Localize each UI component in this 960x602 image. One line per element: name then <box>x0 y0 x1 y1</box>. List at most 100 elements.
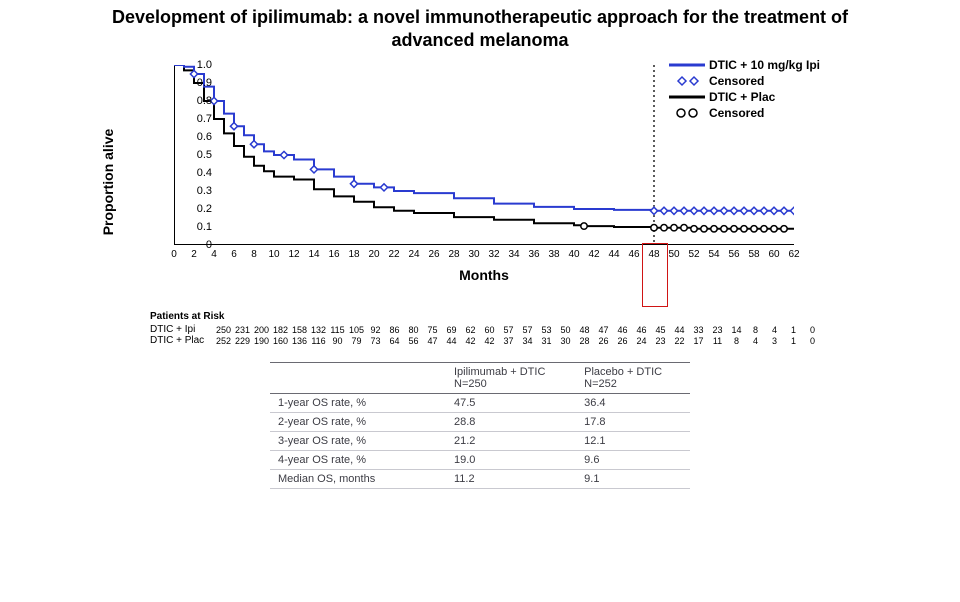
risk-count: 92 <box>366 325 385 335</box>
x-axis-label: Months <box>174 267 794 283</box>
risk-count: 229 <box>233 336 252 346</box>
x-tick-label: 4 <box>211 249 217 260</box>
x-tick-label: 32 <box>488 249 499 260</box>
risk-count: 14 <box>727 325 746 335</box>
col-ipi-label: Ipilimumab + DTIC <box>454 366 545 378</box>
risk-count: 3 <box>765 336 784 346</box>
risk-count: 73 <box>366 336 385 346</box>
table-row: Median OS, months11.29.1 <box>270 470 690 489</box>
table-col-ipi: Ipilimumab + DTIC N=250 <box>446 363 576 394</box>
cell-ipi: 11.2 <box>446 470 576 489</box>
y-tick-label: 0.9 <box>197 77 212 89</box>
risk-count: 115 <box>328 325 347 335</box>
x-tick-label: 54 <box>708 249 719 260</box>
col-plac-label: Placebo + DTIC <box>584 366 662 378</box>
x-tick-label: 6 <box>231 249 237 260</box>
row-label: Median OS, months <box>270 470 446 489</box>
x-tick-label: 18 <box>348 249 359 260</box>
x-tick-label: 22 <box>388 249 399 260</box>
risk-count: 53 <box>537 325 556 335</box>
y-tick-label: 1.0 <box>197 59 212 71</box>
risk-count: 62 <box>461 325 480 335</box>
risk-count: 31 <box>537 336 556 346</box>
risk-count: 80 <box>404 325 423 335</box>
risk-count: 44 <box>442 336 461 346</box>
patients-at-risk: Patients at Risk DTIC + Ipi2502312001821… <box>150 311 840 346</box>
table-row: 3-year OS rate, %21.212.1 <box>270 432 690 451</box>
risk-count: 47 <box>594 325 613 335</box>
risk-count: 200 <box>252 325 271 335</box>
risk-count: 136 <box>290 336 309 346</box>
risk-count: 160 <box>271 336 290 346</box>
x-tick-label: 40 <box>568 249 579 260</box>
risk-count: 30 <box>556 336 575 346</box>
row-label: 2-year OS rate, % <box>270 413 446 432</box>
risk-count: 46 <box>613 325 632 335</box>
risk-count: 0 <box>803 336 822 346</box>
risk-count: 45 <box>651 325 670 335</box>
risk-count: 8 <box>746 325 765 335</box>
cell-ipi: 19.0 <box>446 451 576 470</box>
cell-plac: 9.6 <box>576 451 690 470</box>
risk-count: 44 <box>670 325 689 335</box>
figure: Proportion alive DTIC + 10 mg/kg IpiCens… <box>120 57 840 489</box>
x-tick-label: 8 <box>251 249 257 260</box>
cell-ipi: 28.8 <box>446 413 576 432</box>
risk-count: 79 <box>347 336 366 346</box>
y-tick-label: 0.1 <box>197 221 212 233</box>
risk-count: 37 <box>499 336 518 346</box>
x-tick-label: 58 <box>748 249 759 260</box>
risk-row: DTIC + Ipi250231200182158132115105928680… <box>150 324 840 335</box>
risk-count: 34 <box>518 336 537 346</box>
table-col-blank <box>270 363 446 394</box>
risk-count: 42 <box>461 336 480 346</box>
risk-count: 11 <box>708 336 727 346</box>
x-tick-label: 62 <box>788 249 799 260</box>
x-tick-label: 26 <box>428 249 439 260</box>
x-tick-label: 12 <box>288 249 299 260</box>
x-tick-label: 60 <box>768 249 779 260</box>
risk-count: 24 <box>632 336 651 346</box>
risk-row: DTIC + Plac25222919016013611690797364564… <box>150 335 840 346</box>
risk-count: 56 <box>404 336 423 346</box>
risk-count: 42 <box>480 336 499 346</box>
y-tick-label: 0.6 <box>197 131 212 143</box>
page: Development of ipilimumab: a novel immun… <box>0 0 960 602</box>
risk-count: 132 <box>309 325 328 335</box>
cell-ipi: 47.5 <box>446 394 576 413</box>
risk-count: 182 <box>271 325 290 335</box>
risk-count: 1 <box>784 325 803 335</box>
x-tick-label: 42 <box>588 249 599 260</box>
risk-count: 26 <box>613 336 632 346</box>
row-label: 3-year OS rate, % <box>270 432 446 451</box>
x-tick-label: 34 <box>508 249 519 260</box>
x-tick-label: 16 <box>328 249 339 260</box>
risk-count: 23 <box>708 325 727 335</box>
cell-ipi: 21.2 <box>446 432 576 451</box>
col-ipi-n: N=250 <box>454 378 487 390</box>
table-row: 4-year OS rate, %19.09.6 <box>270 451 690 470</box>
y-tick-label: 0.5 <box>197 149 212 161</box>
y-tick-label: 0.7 <box>197 113 212 125</box>
risk-count: 50 <box>556 325 575 335</box>
risk-count: 75 <box>423 325 442 335</box>
col-plac-n: N=252 <box>584 378 617 390</box>
y-tick-label: 0.4 <box>197 167 212 179</box>
row-label: 1-year OS rate, % <box>270 394 446 413</box>
risk-count: 158 <box>290 325 309 335</box>
risk-count: 57 <box>518 325 537 335</box>
x-tick-label: 14 <box>308 249 319 260</box>
cell-plac: 9.1 <box>576 470 690 489</box>
risk-count: 46 <box>632 325 651 335</box>
risk-count: 0 <box>803 325 822 335</box>
cell-plac: 12.1 <box>576 432 690 451</box>
risk-count: 60 <box>480 325 499 335</box>
risk-count: 250 <box>214 325 233 335</box>
page-title: Development of ipilimumab: a novel immun… <box>20 6 940 51</box>
risk-count: 47 <box>423 336 442 346</box>
table-header-row: Ipilimumab + DTIC N=250 Placebo + DTIC N… <box>270 363 690 394</box>
risk-row-label: DTIC + Plac <box>150 335 214 346</box>
x-tick-label: 36 <box>528 249 539 260</box>
risk-count: 33 <box>689 325 708 335</box>
risk-count: 105 <box>347 325 366 335</box>
